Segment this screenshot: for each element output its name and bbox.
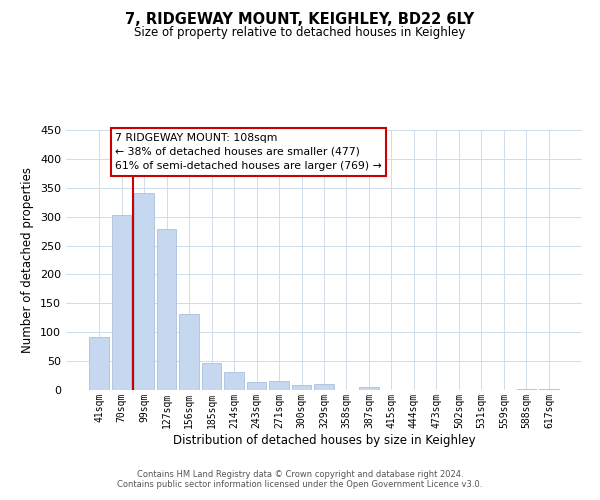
Text: Contains public sector information licensed under the Open Government Licence v3: Contains public sector information licen… — [118, 480, 482, 489]
Text: 7, RIDGEWAY MOUNT, KEIGHLEY, BD22 6LY: 7, RIDGEWAY MOUNT, KEIGHLEY, BD22 6LY — [125, 12, 475, 28]
Y-axis label: Number of detached properties: Number of detached properties — [22, 167, 34, 353]
Bar — [247, 382, 266, 390]
Bar — [359, 387, 379, 390]
Bar — [314, 384, 334, 390]
X-axis label: Distribution of detached houses by size in Keighley: Distribution of detached houses by size … — [173, 434, 475, 446]
Bar — [134, 193, 154, 390]
Text: Contains HM Land Registry data © Crown copyright and database right 2024.: Contains HM Land Registry data © Crown c… — [137, 470, 463, 479]
Text: 7 RIDGEWAY MOUNT: 108sqm
← 38% of detached houses are smaller (477)
61% of semi-: 7 RIDGEWAY MOUNT: 108sqm ← 38% of detach… — [115, 132, 382, 172]
Bar — [179, 314, 199, 390]
Bar — [202, 363, 221, 390]
Bar — [224, 372, 244, 390]
Text: Size of property relative to detached houses in Keighley: Size of property relative to detached ho… — [134, 26, 466, 39]
Bar — [539, 389, 559, 390]
Bar — [517, 389, 536, 390]
Bar — [269, 382, 289, 390]
Bar — [157, 229, 176, 390]
Bar — [112, 215, 131, 390]
Bar — [89, 337, 109, 390]
Bar — [292, 386, 311, 390]
